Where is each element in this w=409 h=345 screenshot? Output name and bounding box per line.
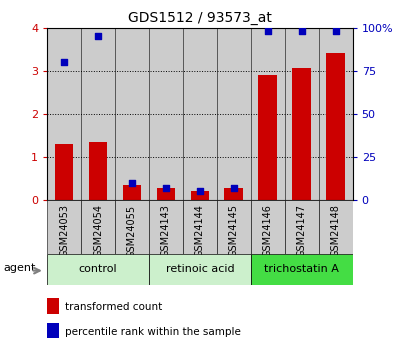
Text: transformed count: transformed count	[65, 302, 162, 312]
Point	[230, 185, 236, 191]
Point	[94, 33, 101, 39]
Bar	[115, 28, 148, 200]
Bar	[115, 200, 148, 254]
Bar	[81, 28, 115, 200]
Bar	[47, 254, 148, 285]
Bar	[47, 323, 59, 338]
Point	[196, 189, 203, 194]
Bar	[318, 200, 352, 254]
Bar	[182, 28, 216, 200]
Text: GSM24144: GSM24144	[194, 204, 204, 257]
Bar	[284, 28, 318, 200]
Title: GDS1512 / 93573_at: GDS1512 / 93573_at	[128, 11, 271, 25]
Bar	[55, 144, 73, 200]
Point	[332, 28, 338, 34]
Bar	[326, 53, 344, 200]
Text: GSM24055: GSM24055	[127, 204, 137, 257]
Text: GSM24145: GSM24145	[228, 204, 238, 257]
Text: GSM24147: GSM24147	[296, 204, 306, 257]
Bar	[122, 185, 141, 200]
Bar	[250, 200, 284, 254]
Bar	[182, 200, 216, 254]
Text: agent: agent	[4, 263, 36, 273]
Bar	[292, 68, 310, 200]
Bar	[216, 200, 250, 254]
Text: GSM24053: GSM24053	[59, 204, 69, 257]
Point	[264, 28, 270, 34]
Bar	[148, 200, 182, 254]
Point	[162, 185, 169, 191]
Text: control: control	[79, 264, 117, 274]
Bar	[47, 298, 59, 314]
Bar	[224, 188, 243, 200]
Bar	[148, 254, 250, 285]
Bar	[148, 28, 182, 200]
Bar	[216, 28, 250, 200]
Bar	[258, 75, 276, 200]
Bar	[81, 200, 115, 254]
Text: percentile rank within the sample: percentile rank within the sample	[65, 327, 241, 337]
Bar	[318, 28, 352, 200]
Bar	[250, 254, 352, 285]
Bar	[190, 190, 209, 200]
Text: GSM24054: GSM24054	[93, 204, 103, 257]
Point	[128, 180, 135, 186]
Text: GSM24143: GSM24143	[161, 204, 171, 257]
Bar	[88, 142, 107, 200]
Point	[298, 28, 304, 34]
Bar	[284, 200, 318, 254]
Text: trichostatin A: trichostatin A	[264, 264, 338, 274]
Text: retinoic acid: retinoic acid	[165, 264, 234, 274]
Bar	[156, 188, 175, 200]
Text: GSM24146: GSM24146	[262, 204, 272, 257]
Point	[61, 59, 67, 65]
Bar	[250, 28, 284, 200]
Bar	[47, 200, 81, 254]
Text: GSM24148: GSM24148	[330, 204, 340, 257]
Bar	[47, 28, 81, 200]
